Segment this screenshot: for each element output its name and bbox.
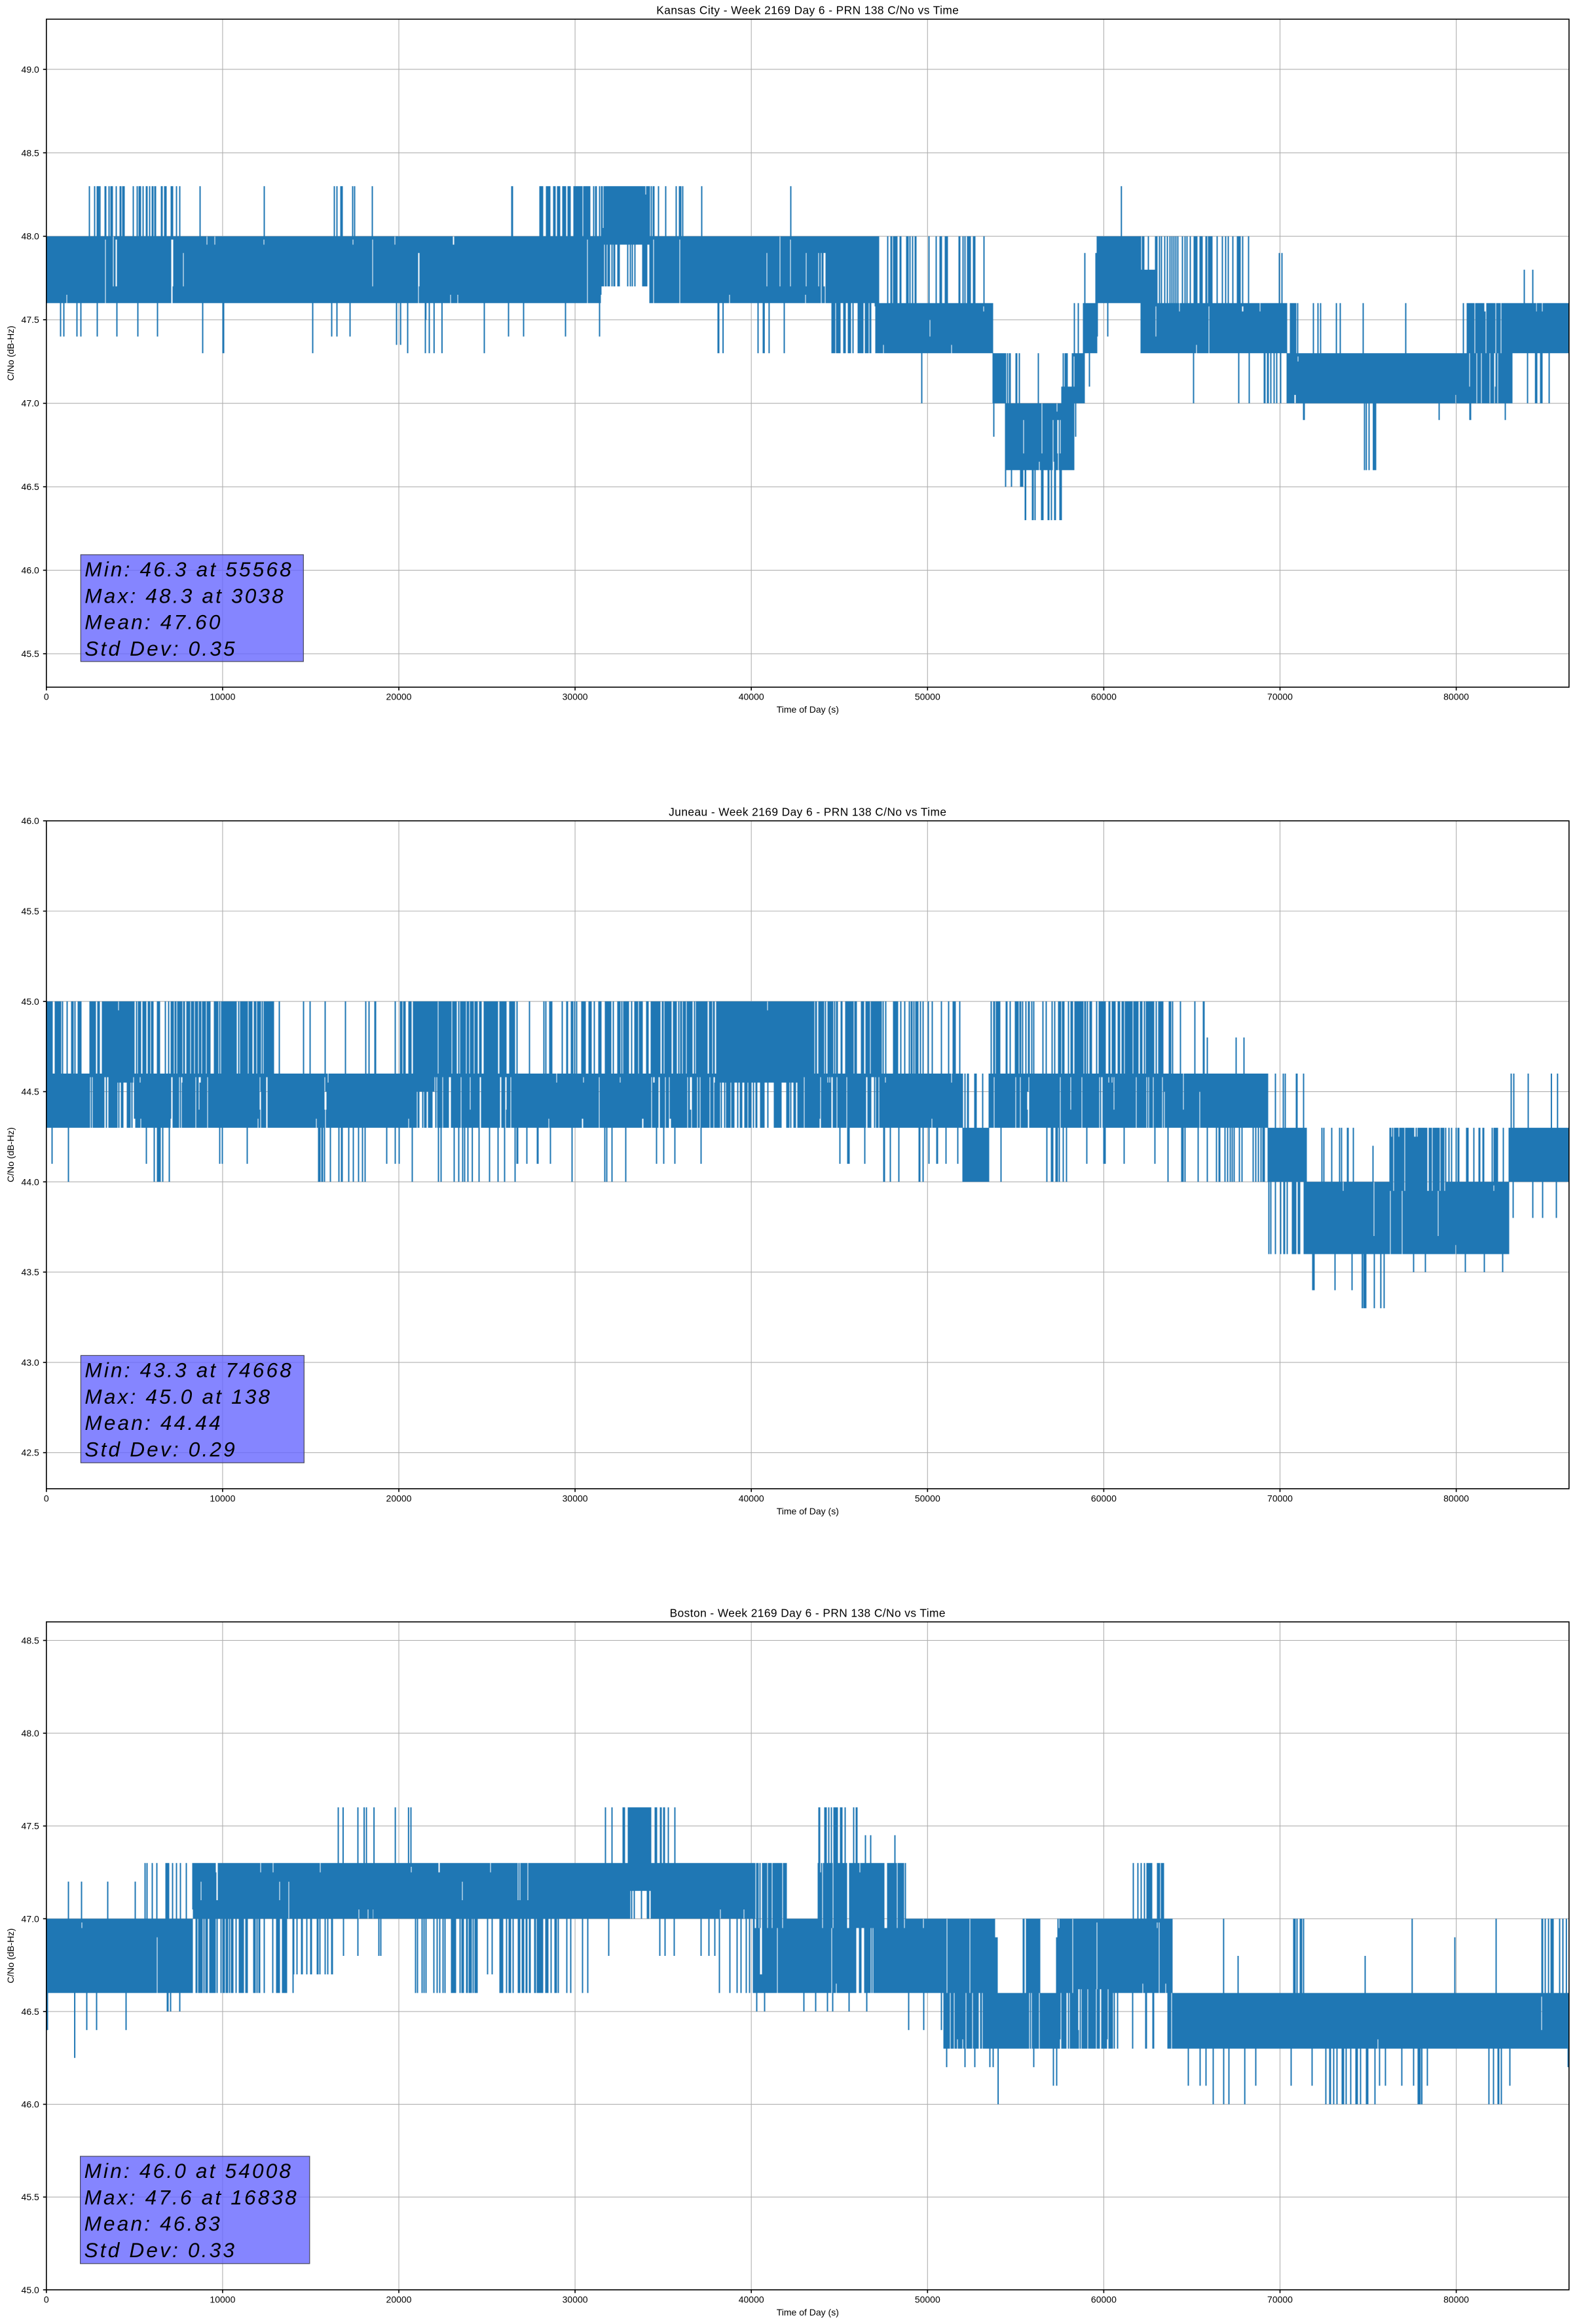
svg-text:48.5: 48.5	[22, 1635, 39, 1645]
svg-text:48.0: 48.0	[22, 231, 39, 242]
svg-text:Max: 48.3 at 3038: Max: 48.3 at 3038	[84, 584, 286, 607]
svg-text:40000: 40000	[739, 692, 764, 702]
svg-text:50000: 50000	[915, 1493, 940, 1503]
svg-text:60000: 60000	[1091, 692, 1117, 702]
svg-text:80000: 80000	[1443, 692, 1469, 702]
svg-text:45.5: 45.5	[22, 648, 39, 659]
svg-text:Min: 46.0 at 54008: Min: 46.0 at 54008	[84, 2159, 293, 2183]
svg-text:10000: 10000	[210, 692, 235, 702]
svg-text:30000: 30000	[563, 2294, 588, 2304]
svg-text:43.5: 43.5	[22, 1267, 39, 1277]
svg-text:45.5: 45.5	[22, 906, 39, 916]
svg-text:70000: 70000	[1267, 2294, 1293, 2304]
svg-text:45.0: 45.0	[22, 996, 39, 1007]
svg-text:42.5: 42.5	[22, 1448, 39, 1458]
svg-text:Max: 45.0 at 138: Max: 45.0 at 138	[84, 1385, 272, 1408]
svg-text:46.0: 46.0	[22, 2099, 39, 2110]
svg-text:45.5: 45.5	[22, 2192, 39, 2202]
svg-text:46.0: 46.0	[22, 815, 39, 826]
svg-text:Kansas City - Week 2169 Day 6: Kansas City - Week 2169 Day 6 - PRN 138 …	[656, 4, 959, 17]
svg-text:0: 0	[44, 692, 49, 702]
svg-text:C/No (dB-Hz): C/No (dB-Hz)	[5, 1928, 16, 1983]
svg-text:Time of Day (s): Time of Day (s)	[777, 704, 839, 715]
svg-text:48.0: 48.0	[22, 1728, 39, 1738]
svg-text:49.0: 49.0	[22, 64, 39, 75]
svg-text:47.0: 47.0	[22, 398, 39, 409]
svg-text:48.5: 48.5	[22, 147, 39, 158]
svg-text:40000: 40000	[739, 1493, 764, 1503]
svg-text:10000: 10000	[210, 2294, 235, 2304]
svg-text:46.0: 46.0	[22, 565, 39, 576]
svg-text:10000: 10000	[210, 1493, 235, 1503]
svg-text:60000: 60000	[1091, 1493, 1117, 1503]
svg-text:20000: 20000	[386, 692, 412, 702]
svg-text:70000: 70000	[1267, 692, 1293, 702]
svg-text:C/No (dB-Hz): C/No (dB-Hz)	[5, 326, 16, 381]
svg-text:Std Dev: 0.35: Std Dev: 0.35	[84, 637, 236, 660]
svg-text:47.5: 47.5	[22, 1821, 39, 1831]
svg-text:40000: 40000	[739, 2294, 764, 2304]
svg-text:30000: 30000	[563, 692, 588, 702]
svg-text:47.5: 47.5	[22, 314, 39, 325]
svg-text:60000: 60000	[1091, 2294, 1117, 2304]
svg-text:Juneau - Week 2169 Day 6 - PRN: Juneau - Week 2169 Day 6 - PRN 138 C/No …	[669, 805, 946, 818]
svg-text:Min: 46.3 at 55568: Min: 46.3 at 55568	[84, 557, 293, 581]
svg-text:44.5: 44.5	[22, 1087, 39, 1097]
svg-text:44.0: 44.0	[22, 1176, 39, 1187]
svg-text:0: 0	[44, 1493, 49, 1503]
svg-text:50000: 50000	[915, 2294, 940, 2304]
svg-text:Std Dev: 0.33: Std Dev: 0.33	[84, 2238, 236, 2262]
svg-text:Boston - Week 2169 Day 6 - PRN: Boston - Week 2169 Day 6 - PRN 138 C/No …	[670, 1606, 946, 1619]
svg-text:Time of Day (s): Time of Day (s)	[777, 1506, 839, 1516]
svg-text:Max: 47.6 at 16838: Max: 47.6 at 16838	[84, 2185, 299, 2209]
svg-text:C/No (dB-Hz): C/No (dB-Hz)	[5, 1127, 16, 1182]
svg-text:30000: 30000	[563, 1493, 588, 1503]
svg-text:46.5: 46.5	[22, 2006, 39, 2017]
svg-text:20000: 20000	[386, 2294, 412, 2304]
svg-text:Mean: 46.83: Mean: 46.83	[84, 2212, 222, 2236]
svg-text:Time of Day (s): Time of Day (s)	[777, 2307, 839, 2317]
svg-text:46.5: 46.5	[22, 481, 39, 492]
svg-text:80000: 80000	[1443, 2294, 1469, 2304]
svg-text:43.0: 43.0	[22, 1357, 39, 1368]
svg-text:Mean: 44.44: Mean: 44.44	[84, 1411, 222, 1434]
svg-text:Min: 43.3 at 74668: Min: 43.3 at 74668	[84, 1359, 293, 1382]
svg-text:Mean: 47.60: Mean: 47.60	[84, 610, 222, 634]
svg-text:45.0: 45.0	[22, 2285, 39, 2295]
svg-text:50000: 50000	[915, 692, 940, 702]
svg-text:80000: 80000	[1443, 1493, 1469, 1503]
svg-text:Std Dev: 0.29: Std Dev: 0.29	[84, 1437, 236, 1461]
svg-text:47.0: 47.0	[22, 1913, 39, 1924]
svg-text:0: 0	[44, 2294, 49, 2304]
svg-text:20000: 20000	[386, 1493, 412, 1503]
svg-text:70000: 70000	[1267, 1493, 1293, 1503]
